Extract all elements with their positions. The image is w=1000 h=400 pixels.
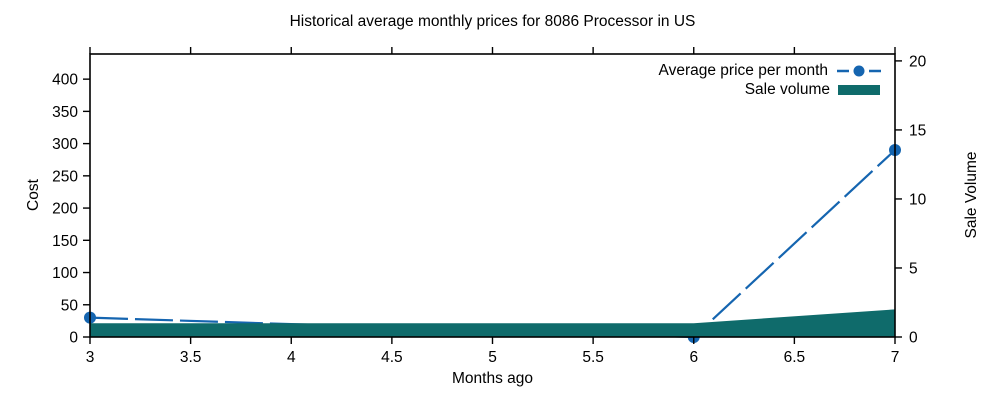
y-right-tick-label: 5 [909,260,918,277]
y-right-tick-label: 15 [909,122,926,139]
chart-title: Historical average monthly prices for 80… [289,13,696,30]
legend: Average price per month Sale volume [659,62,882,98]
volume-area [90,309,895,337]
y-left-tick-label: 150 [52,233,78,250]
legend-swatch-volume-icon [838,84,880,95]
y-left-tick-label: 50 [61,297,79,314]
x-tick-label: 4.5 [381,349,403,366]
x-tick-label: 6 [689,349,698,366]
x-tick-label: 6.5 [784,349,806,366]
x-tick-label: 5 [488,349,497,366]
y-left-tick-label: 200 [52,201,78,218]
legend-item-price: Average price per month [659,62,882,79]
y-right-tick-label: 10 [909,191,927,208]
legend-label-volume: Sale volume [744,80,830,98]
x-tick-label: 3 [86,349,95,366]
y-left-tick-label: 400 [52,72,78,89]
y-right-tick-label: 0 [909,330,918,347]
legend-sample-price-icon [837,65,881,76]
y-left-tick-label: 100 [52,265,78,282]
y-left-tick-label: 300 [52,136,78,153]
x-tick-label: 5.5 [582,349,604,366]
y-axis-label-left: Cost [25,179,42,211]
x-tick-label: 7 [891,349,900,366]
x-tick-label: 3.5 [180,349,202,366]
y-left-tick-label: 350 [52,104,78,121]
y-left-tick-label: 0 [69,330,78,347]
legend-label-price: Average price per month [658,61,828,79]
x-axis-label: Months ago [452,370,533,387]
y-left-tick-label: 250 [52,168,78,185]
legend-item-volume: Sale volume [659,81,882,98]
price-line [89,149,896,339]
y-axis-label-right: Sale Volume [963,151,980,239]
x-tick-label: 4 [287,349,296,366]
y-right-tick-label: 20 [909,53,927,70]
